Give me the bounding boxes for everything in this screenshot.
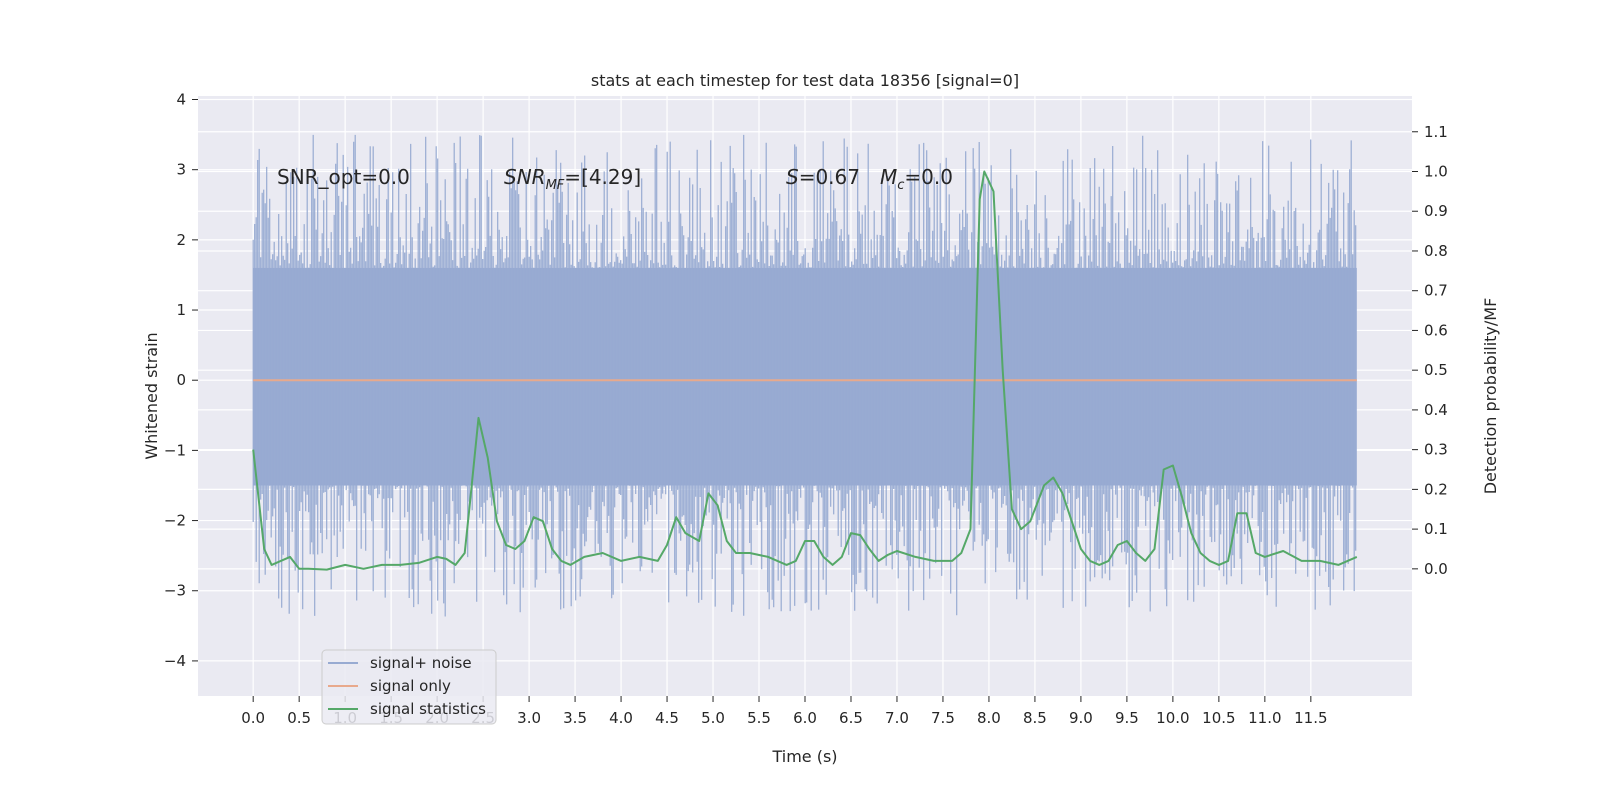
y-tick-label-0: −4 [164, 652, 186, 670]
x-tick-label-0: 0.0 [241, 709, 265, 727]
x-tick-label-13: 6.5 [839, 709, 863, 727]
annotation-mc-value: =0.0 [904, 165, 953, 189]
annotation-s-label: S [786, 165, 799, 189]
legend-label-signal-plus-noise: signal+ noise [370, 654, 472, 672]
annotation-mc-label: M [880, 165, 897, 189]
y-tick-label-4: 0 [176, 371, 186, 389]
y2-tick-label-2: 0.2 [1424, 480, 1448, 498]
y2-tick-label-6: 0.6 [1424, 321, 1448, 339]
y-axis-label: Whitened strain [142, 332, 161, 459]
y-tick-label-7: 3 [176, 161, 186, 179]
x-tick-label-20: 10.0 [1156, 709, 1189, 727]
signal-plus-noise-series [252, 134, 1357, 617]
chart-title: stats at each timestep for test data 183… [591, 71, 1019, 90]
y2-tick-label-8: 0.8 [1424, 242, 1448, 260]
x-tick-label-8: 4.0 [609, 709, 633, 727]
legend: signal+ noise signal only signal statist… [321, 649, 497, 725]
x-tick-label-7: 3.5 [563, 709, 587, 727]
y-axis-ticks: −4 −3 −2 −1 0 1 2 3 4 [164, 91, 198, 670]
y2-tick-label-0: 0.0 [1424, 560, 1448, 578]
annotation-s-value: =0.67 [799, 165, 860, 189]
x-tick-label-21: 10.5 [1202, 709, 1235, 727]
y-tick-label-1: −3 [164, 582, 186, 600]
signal-statistics-line [252, 170, 1358, 571]
y-tick-label-3: −1 [164, 441, 186, 459]
x-tick-label-1: 0.5 [287, 709, 311, 727]
y-tick-label-6: 2 [176, 231, 186, 249]
y2-tick-label-5: 0.5 [1424, 361, 1448, 379]
x-tick-label-10: 5.0 [701, 709, 725, 727]
x-tick-label-16: 8.0 [977, 709, 1001, 727]
y2-tick-label-10: 1.0 [1424, 162, 1448, 180]
y2-tick-label-4: 0.4 [1424, 401, 1448, 419]
y2-tick-label-7: 0.7 [1424, 282, 1448, 300]
x-axis-ticks: 0.00.51.01.52.02.53.03.54.04.55.05.56.06… [241, 696, 1328, 727]
y-tick-label-5: 1 [176, 301, 186, 319]
x-tick-label-23: 11.5 [1294, 709, 1327, 727]
annotation-snr-mf-value: =[4.29] [564, 165, 641, 189]
y2-tick-label-3: 0.3 [1424, 441, 1448, 459]
x-tick-label-19: 9.5 [1115, 709, 1139, 727]
signal-statistics-series [252, 170, 1358, 571]
legend-label-signal-only: signal only [370, 677, 451, 695]
y2-tick-label-9: 0.9 [1424, 202, 1448, 220]
x-tick-label-9: 4.5 [655, 709, 679, 727]
annotation-snr-opt: SNR_opt=0.0 [277, 165, 410, 189]
annotation-snr-mf: SNRMF=[4.29] [504, 165, 641, 193]
x-tick-label-12: 6.0 [793, 709, 817, 727]
legend-box [321, 649, 497, 725]
y-tick-label-2: −2 [164, 512, 186, 530]
x-tick-label-15: 7.5 [931, 709, 955, 727]
y2-tick-label-11: 1.1 [1424, 123, 1448, 141]
y-tick-label-8: 4 [176, 91, 186, 109]
y2-axis-label: Detection probability/MF [1481, 298, 1500, 495]
x-axis-label: Time (s) [771, 747, 837, 766]
annotation-s: S=0.67 [786, 165, 860, 189]
y2-tick-label-1: 0.1 [1424, 520, 1448, 538]
x-tick-label-11: 5.5 [747, 709, 771, 727]
x-tick-label-22: 11.0 [1248, 709, 1281, 727]
x-tick-label-6: 3.0 [517, 709, 541, 727]
annotation-mc: Mc=0.0 [880, 165, 953, 193]
annotation-mc-subscript: c [897, 178, 904, 193]
x-tick-label-17: 8.5 [1023, 709, 1047, 727]
x-tick-label-18: 9.0 [1069, 709, 1093, 727]
annotation-snr-mf-label: SNR [504, 165, 546, 189]
annotation-snr-mf-subscript: MF [546, 178, 565, 193]
y2-axis-ticks: 0.0 0.1 0.2 0.3 0.4 0.5 0.6 0.7 0.8 0.9 1.0 1.1 [1412, 123, 1448, 578]
x-tick-label-14: 7.0 [885, 709, 909, 727]
legend-label-signal-statistics: signal statistics [370, 700, 486, 718]
